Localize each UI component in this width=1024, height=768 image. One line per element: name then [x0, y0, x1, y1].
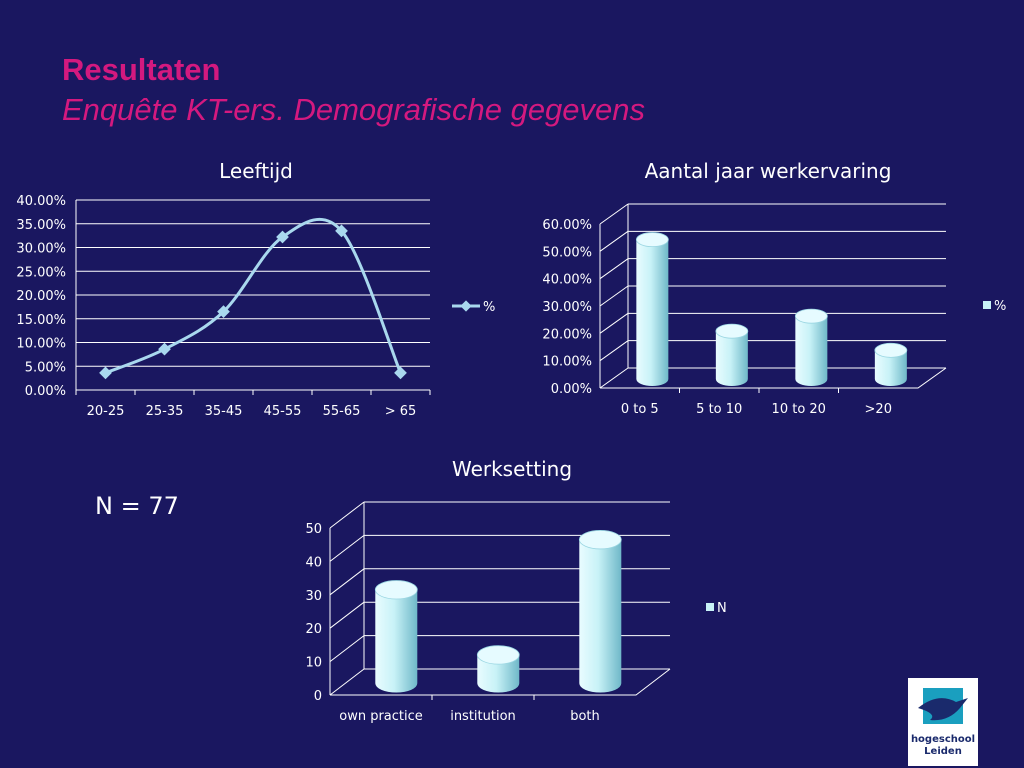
gridline-side: [599, 340, 629, 362]
y-tick-label: 5.00%: [25, 360, 66, 375]
bar-cylinder: [795, 316, 828, 387]
bar-cylinder: [579, 539, 622, 693]
x-tick-label: 55-65: [323, 404, 361, 419]
x-tick-label: 0 to 5: [621, 402, 659, 417]
sample-size-label: N = 77: [95, 492, 179, 520]
bar-cylinder-top: [578, 530, 622, 550]
bar-cylinder-top: [635, 232, 669, 248]
bar-cylinder-top: [874, 342, 908, 358]
y-tick-label: 20: [305, 622, 322, 637]
gridline-side: [599, 312, 629, 334]
bar-cylinder: [477, 654, 520, 693]
gridline-side: [329, 668, 365, 696]
data-point-marker: [99, 366, 112, 380]
gridline-side: [599, 258, 629, 280]
legend-swatch: [706, 603, 714, 611]
bar-cylinder-top: [794, 308, 828, 324]
bar-cylinder-top: [715, 323, 749, 339]
logo-text-line2: Leiden: [924, 746, 962, 757]
y-tick-label: 40.00%: [16, 194, 66, 209]
gridline-side: [329, 601, 365, 629]
legend-label: %: [994, 299, 1006, 314]
slide-title: Resultaten: [62, 52, 221, 87]
y-tick-label: 20.00%: [16, 289, 66, 304]
y-tick-label: 40: [305, 555, 322, 570]
gridline-side: [329, 635, 365, 662]
data-point-marker: [158, 342, 171, 356]
y-tick-label: 60.00%: [542, 218, 592, 233]
y-tick-label: 0.00%: [25, 384, 66, 399]
gridline-side: [599, 285, 629, 307]
x-tick-label: both: [570, 709, 600, 724]
y-tick-label: 25.00%: [16, 265, 66, 280]
x-tick-label: 25-35: [146, 404, 184, 419]
bar-cylinder: [874, 350, 907, 387]
bar-cylinder: [636, 239, 669, 387]
y-tick-label: 35.00%: [16, 218, 66, 233]
gridline-side: [329, 535, 365, 562]
y-tick-label: 30.00%: [542, 300, 592, 315]
y-tick-label: 10.00%: [16, 337, 66, 352]
x-tick-label: 10 to 20: [772, 402, 826, 417]
y-tick-label: 10: [305, 656, 322, 671]
x-tick-label: 45-55: [264, 404, 302, 419]
x-tick-label: own practice: [339, 709, 423, 724]
gridline-side: [599, 367, 629, 389]
y-tick-label: 0.00%: [551, 382, 592, 397]
y-tick-label: 40.00%: [542, 273, 592, 288]
x-tick-label: 35-45: [205, 404, 243, 419]
bar-cylinder: [375, 589, 418, 693]
legend-swatch: [983, 301, 991, 309]
bar-cylinder-top: [476, 645, 520, 665]
x-tick-label: >20: [865, 402, 892, 417]
y-tick-label: 0: [314, 689, 322, 704]
x-tick-label: institution: [450, 709, 516, 724]
x-tick-label: 20-25: [87, 404, 125, 419]
bar-cylinder: [715, 331, 748, 387]
chart-title: Leeftijd: [219, 159, 293, 183]
y-tick-label: 10.00%: [542, 355, 592, 370]
x-tick-label: > 65: [385, 404, 417, 419]
slide-subtitle: Enquête KT-ers. Demografische gegevens: [62, 92, 646, 127]
gridline-side: [599, 230, 629, 252]
y-tick-label: 30: [305, 589, 322, 604]
logo-text-line1: hogeschool: [910, 734, 976, 745]
data-point-marker: [217, 305, 230, 318]
chart-title: Aantal jaar werkervaring: [645, 159, 892, 183]
legend-label: N: [717, 601, 727, 616]
y-tick-label: 20.00%: [542, 327, 592, 342]
y-tick-label: 30.00%: [16, 242, 66, 257]
gridline-side: [329, 501, 365, 529]
y-tick-label: 15.00%: [16, 313, 66, 328]
legend-label: %: [483, 300, 495, 315]
x-tick-label: 5 to 10: [696, 402, 742, 417]
y-tick-label: 50: [305, 522, 322, 537]
data-point-marker: [276, 230, 289, 244]
gridline-side: [599, 203, 629, 225]
data-point-marker: [394, 366, 407, 380]
data-point-marker: [335, 224, 348, 238]
gridline-side: [329, 568, 365, 596]
legend-marker: [460, 300, 472, 312]
bird-icon: [918, 688, 968, 724]
chart-title: Werksetting: [452, 457, 572, 481]
y-tick-label: 50.00%: [542, 245, 592, 260]
hogeschool-leiden-logo: hogeschool Leiden: [908, 678, 978, 766]
floor-edge: [600, 367, 947, 389]
bar-cylinder-top: [374, 580, 418, 600]
